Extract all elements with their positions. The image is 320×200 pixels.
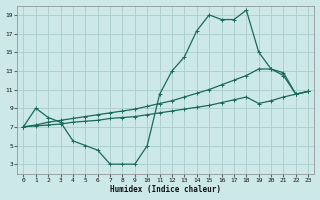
X-axis label: Humidex (Indice chaleur): Humidex (Indice chaleur) — [110, 185, 221, 194]
